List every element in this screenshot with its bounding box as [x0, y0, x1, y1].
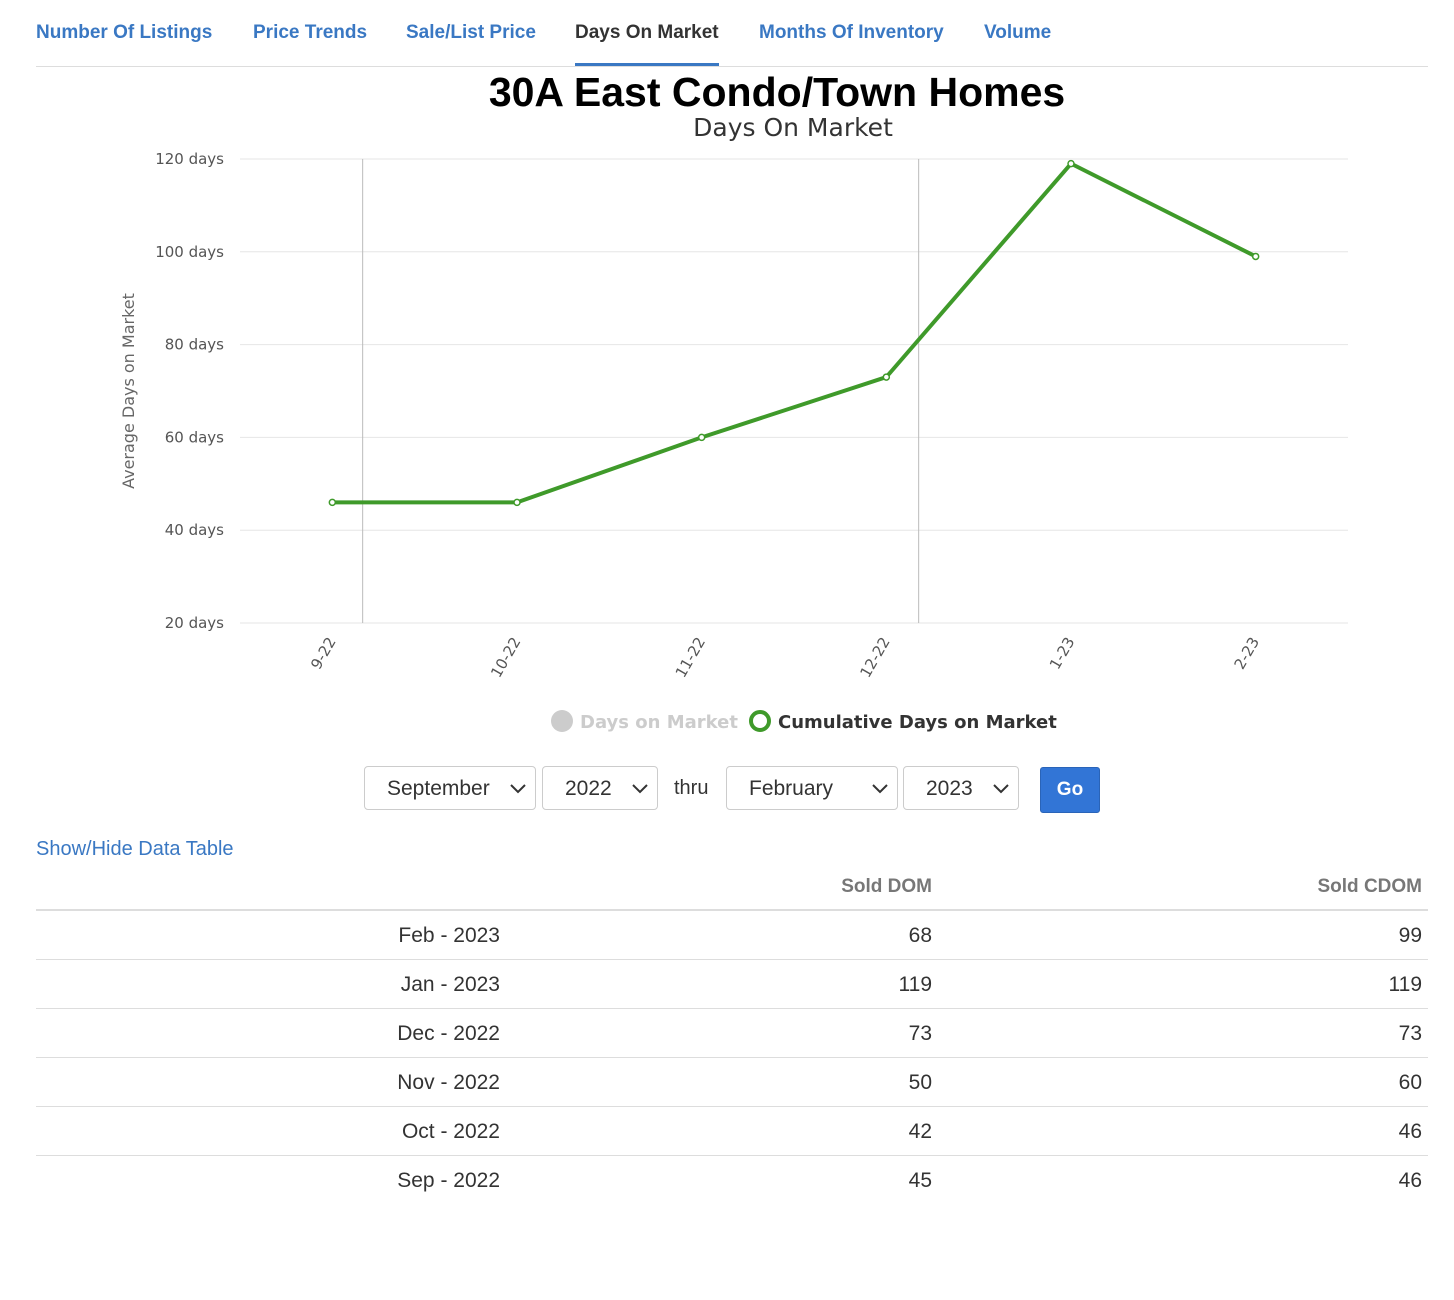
- row-sold-dom: 119: [898, 973, 932, 996]
- y-tick-label: 60 days: [165, 428, 224, 446]
- data-point[interactable]: [1067, 159, 1075, 168]
- grid-lines: [240, 158, 1348, 624]
- x-axis-ticks: 9-22 10-22 11-22 12-22 1-23 2-23: [307, 634, 1263, 681]
- table-row: Dec - 2022 73 73: [36, 1009, 1428, 1058]
- tab-days-on-market[interactable]: Days On Market: [575, 22, 719, 66]
- go-button[interactable]: Go: [1040, 767, 1100, 813]
- y-axis-label: Average Days on Market: [119, 293, 138, 489]
- data-point[interactable]: [328, 498, 337, 507]
- table-row: Sep - 2022 45 46: [36, 1156, 1428, 1204]
- y-tick-label: 20 days: [165, 614, 224, 632]
- start-year-value: 2022: [565, 777, 612, 800]
- date-range-controls: September 2022 thru February 2023 Go: [0, 766, 1454, 814]
- x-tick-label: 1-23: [1046, 634, 1079, 672]
- table-row: Nov - 2022 50 60: [36, 1058, 1428, 1107]
- header-sold-dom: Sold DOM: [841, 876, 932, 897]
- row-sold-cdom: 119: [1388, 973, 1422, 996]
- series-line: [332, 161, 1257, 505]
- header-sold-cdom: Sold CDOM: [1317, 876, 1423, 897]
- table-header: Sold DOM Sold CDOM: [36, 862, 1428, 911]
- tab-months-of-inventory[interactable]: Months Of Inventory: [759, 22, 944, 43]
- x-tick-label: 2-23: [1231, 634, 1264, 672]
- data-point[interactable]: [1251, 252, 1260, 261]
- days-on-market-chart: 30A East Condo/Town Homes Days On Market…: [119, 69, 1348, 733]
- row-date: Sep - 2022: [397, 1169, 500, 1192]
- row-date: Dec - 2022: [397, 1022, 500, 1045]
- row-sold-cdom: 46: [1398, 1169, 1422, 1192]
- data-table: Sold DOM Sold CDOM Feb - 2023 68 99 Jan …: [36, 862, 1428, 1204]
- report-tabs: Number Of Listings Price Trends Sale/Lis…: [36, 0, 1428, 67]
- y-tick-label: 40 days: [165, 521, 224, 539]
- end-year-value: 2023: [926, 777, 973, 800]
- row-sold-cdom: 73: [1398, 1022, 1422, 1045]
- y-tick-label: 120 days: [155, 150, 224, 168]
- row-sold-cdom: 46: [1398, 1120, 1422, 1143]
- row-sold-dom: 50: [908, 1071, 932, 1094]
- thru-label: thru: [674, 777, 709, 799]
- row-sold-dom: 73: [908, 1022, 932, 1045]
- chart-legend: Days on Market Cumulative Days on Market: [551, 710, 1057, 733]
- chevron-down-icon: [632, 784, 648, 794]
- table-row: Jan - 2023 119 119: [36, 960, 1428, 1009]
- row-date: Feb - 2023: [398, 924, 500, 947]
- chevron-down-icon: [510, 784, 526, 794]
- y-tick-label: 80 days: [165, 336, 224, 354]
- tab-number-of-listings[interactable]: Number Of Listings: [36, 22, 213, 43]
- row-sold-cdom: 60: [1398, 1071, 1422, 1094]
- chevron-down-icon: [872, 784, 888, 794]
- table-row: Oct - 2022 42 46: [36, 1107, 1428, 1156]
- legend-item-cumulative-days-on-market[interactable]: Cumulative Days on Market: [778, 712, 1057, 733]
- y-tick-label: 100 days: [155, 243, 224, 261]
- end-month-value: February: [749, 777, 834, 800]
- row-sold-dom: 45: [908, 1169, 932, 1192]
- y-axis-ticks: 120 days 100 days 80 days 60 days 40 days 20 …: [155, 150, 224, 632]
- table-row: Feb - 2023 68 99: [36, 911, 1428, 960]
- end-year-select[interactable]: 2023: [903, 766, 1019, 810]
- x-tick-label: 10-22: [487, 634, 524, 681]
- data-point[interactable]: [513, 498, 521, 507]
- row-date: Jan - 2023: [400, 973, 500, 996]
- data-point[interactable]: [697, 433, 706, 442]
- row-sold-dom: 68: [908, 924, 932, 947]
- show-hide-data-table-link[interactable]: Show/Hide Data Table: [36, 838, 234, 860]
- start-month-select[interactable]: September: [364, 766, 536, 810]
- legend-marker[interactable]: [551, 710, 573, 732]
- row-sold-cdom: 99: [1398, 924, 1422, 947]
- row-date: Oct - 2022: [401, 1120, 500, 1143]
- tab-price-trends[interactable]: Price Trends: [253, 22, 368, 43]
- chart-title: 30A East Condo/Town Homes: [489, 69, 1065, 115]
- end-month-select[interactable]: February: [726, 766, 898, 810]
- x-tick-label: 12-22: [856, 634, 893, 681]
- row-date: Nov - 2022: [397, 1071, 500, 1094]
- legend-marker[interactable]: [749, 710, 771, 732]
- x-tick-label: 11-22: [672, 634, 709, 681]
- tab-volume[interactable]: Volume: [984, 22, 1052, 43]
- start-month-value: September: [387, 777, 490, 800]
- legend-item-days-on-market[interactable]: Days on Market: [580, 712, 738, 733]
- tab-sale-list-price[interactable]: Sale/List Price: [406, 22, 536, 43]
- chart-subtitle: Days On Market: [693, 113, 893, 142]
- data-point[interactable]: [882, 373, 891, 381]
- x-tick-label: 9-22: [307, 634, 340, 672]
- series-layer: [328, 159, 1260, 507]
- chevron-down-icon: [993, 784, 1009, 794]
- start-year-select[interactable]: 2022: [542, 766, 658, 810]
- row-sold-dom: 42: [908, 1120, 932, 1143]
